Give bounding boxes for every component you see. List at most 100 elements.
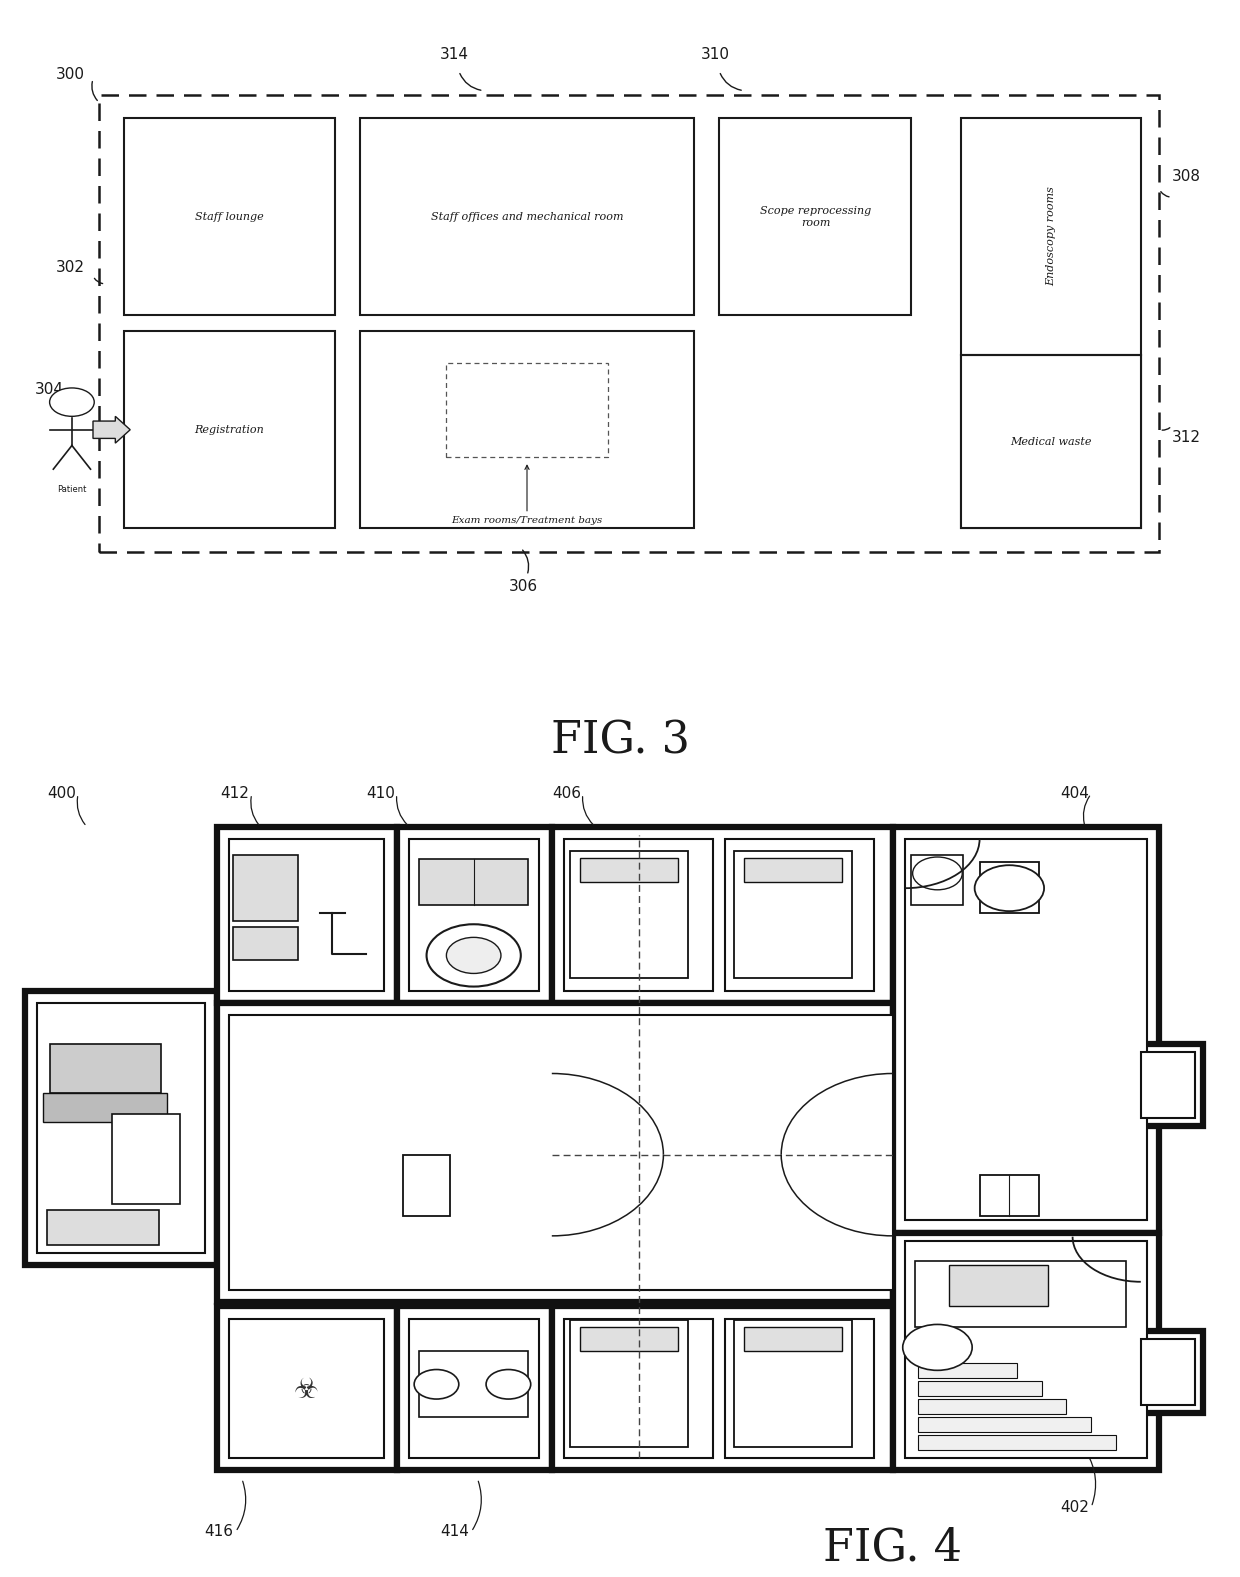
FancyBboxPatch shape	[918, 1418, 1091, 1432]
Text: Exam rooms/Treatment bays: Exam rooms/Treatment bays	[451, 465, 603, 525]
FancyBboxPatch shape	[217, 826, 397, 1003]
Text: 400: 400	[47, 787, 76, 801]
FancyBboxPatch shape	[229, 839, 384, 990]
FancyBboxPatch shape	[397, 1306, 552, 1470]
FancyBboxPatch shape	[419, 1351, 528, 1418]
Text: Patient: Patient	[57, 486, 87, 494]
FancyBboxPatch shape	[580, 858, 678, 883]
Text: 304: 304	[35, 382, 63, 397]
Text: Endoscopy rooms: Endoscopy rooms	[1045, 186, 1056, 287]
FancyBboxPatch shape	[893, 1233, 1159, 1470]
Text: ☣: ☣	[294, 1377, 319, 1404]
Text: 402: 402	[1060, 1500, 1089, 1515]
FancyBboxPatch shape	[580, 1326, 678, 1351]
FancyBboxPatch shape	[229, 1318, 384, 1459]
Text: Staff lounge: Staff lounge	[195, 211, 264, 222]
FancyBboxPatch shape	[570, 1320, 688, 1448]
FancyBboxPatch shape	[734, 1320, 852, 1448]
Text: 408: 408	[47, 1131, 76, 1146]
FancyBboxPatch shape	[911, 855, 963, 905]
FancyBboxPatch shape	[43, 1093, 167, 1121]
Text: Staff offices and mechanical room: Staff offices and mechanical room	[430, 211, 624, 222]
Text: 314: 314	[440, 47, 469, 62]
FancyBboxPatch shape	[233, 855, 298, 921]
Text: 312: 312	[1172, 429, 1200, 445]
FancyBboxPatch shape	[725, 839, 874, 990]
FancyBboxPatch shape	[915, 1262, 1126, 1326]
FancyBboxPatch shape	[409, 839, 539, 990]
FancyBboxPatch shape	[564, 1318, 713, 1459]
FancyBboxPatch shape	[360, 331, 694, 528]
Text: 308: 308	[1172, 169, 1200, 185]
FancyArrow shape	[93, 416, 130, 443]
FancyBboxPatch shape	[1141, 1052, 1195, 1118]
FancyBboxPatch shape	[112, 1113, 180, 1203]
FancyBboxPatch shape	[47, 1211, 159, 1244]
FancyBboxPatch shape	[1141, 1339, 1195, 1405]
FancyBboxPatch shape	[564, 839, 713, 990]
Text: 416: 416	[205, 1525, 233, 1539]
FancyBboxPatch shape	[409, 1318, 539, 1459]
Text: 300: 300	[56, 66, 84, 82]
FancyBboxPatch shape	[217, 1003, 893, 1303]
Circle shape	[446, 937, 501, 973]
FancyBboxPatch shape	[25, 990, 217, 1265]
Text: 414: 414	[440, 1525, 469, 1539]
FancyBboxPatch shape	[552, 1306, 893, 1470]
FancyBboxPatch shape	[744, 858, 842, 883]
FancyBboxPatch shape	[949, 1265, 1048, 1306]
FancyBboxPatch shape	[403, 1154, 450, 1216]
Circle shape	[486, 1369, 531, 1399]
FancyBboxPatch shape	[961, 118, 1141, 528]
FancyBboxPatch shape	[719, 118, 911, 315]
FancyBboxPatch shape	[918, 1435, 1116, 1449]
Text: Registration: Registration	[195, 424, 264, 435]
FancyBboxPatch shape	[905, 1241, 1147, 1459]
FancyBboxPatch shape	[725, 1318, 874, 1459]
FancyBboxPatch shape	[419, 859, 528, 905]
FancyBboxPatch shape	[918, 1381, 1042, 1396]
FancyBboxPatch shape	[397, 826, 552, 1003]
FancyBboxPatch shape	[980, 863, 1039, 913]
FancyBboxPatch shape	[905, 839, 1147, 1221]
FancyBboxPatch shape	[893, 826, 1159, 1233]
FancyBboxPatch shape	[217, 1306, 397, 1470]
FancyBboxPatch shape	[552, 826, 893, 1003]
FancyBboxPatch shape	[918, 1363, 1017, 1378]
FancyBboxPatch shape	[37, 1003, 205, 1254]
FancyBboxPatch shape	[360, 118, 694, 315]
Text: FIG. 3: FIG. 3	[551, 719, 689, 763]
Text: 412: 412	[221, 787, 249, 801]
Text: 404: 404	[1060, 787, 1089, 801]
Circle shape	[975, 866, 1044, 912]
FancyBboxPatch shape	[124, 331, 335, 528]
Circle shape	[913, 856, 962, 889]
Circle shape	[903, 1325, 972, 1370]
FancyBboxPatch shape	[229, 1016, 893, 1290]
Circle shape	[427, 924, 521, 987]
Text: 306: 306	[508, 579, 537, 595]
FancyBboxPatch shape	[918, 1399, 1066, 1415]
FancyBboxPatch shape	[734, 852, 852, 978]
FancyBboxPatch shape	[446, 363, 608, 457]
FancyBboxPatch shape	[980, 1175, 1039, 1216]
FancyBboxPatch shape	[233, 927, 298, 959]
Text: 302: 302	[56, 260, 84, 274]
Text: 410: 410	[366, 787, 394, 801]
FancyBboxPatch shape	[570, 852, 688, 978]
FancyBboxPatch shape	[961, 355, 1141, 528]
FancyBboxPatch shape	[1135, 1044, 1203, 1126]
FancyBboxPatch shape	[50, 1044, 161, 1093]
FancyBboxPatch shape	[744, 1326, 842, 1351]
FancyBboxPatch shape	[99, 95, 1159, 552]
Text: Scope reprocessing
room: Scope reprocessing room	[760, 207, 872, 227]
FancyBboxPatch shape	[1135, 1331, 1203, 1413]
Text: 310: 310	[701, 47, 729, 62]
Text: ◁: ◁	[1162, 1364, 1174, 1380]
FancyBboxPatch shape	[124, 118, 335, 315]
Text: FIG. 4: FIG. 4	[823, 1527, 962, 1569]
Circle shape	[414, 1369, 459, 1399]
Text: 406: 406	[552, 787, 580, 801]
Text: ◁: ◁	[1162, 1077, 1174, 1093]
Circle shape	[50, 388, 94, 416]
